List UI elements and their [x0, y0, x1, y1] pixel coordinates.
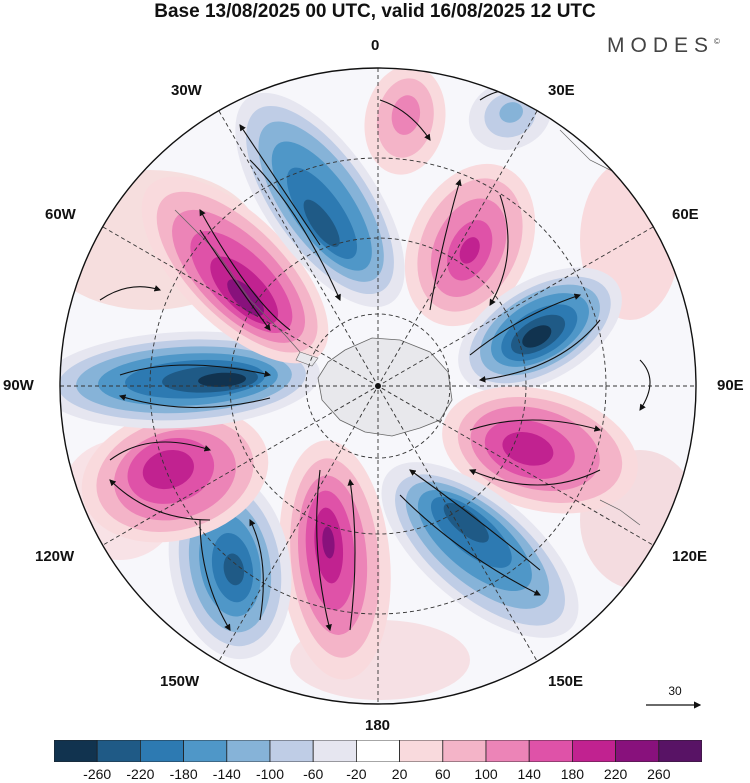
colorbar-tick-label: -220 [126, 766, 155, 782]
colorbar-swatch [183, 740, 228, 762]
lon-label-0: 0 [371, 37, 380, 54]
lon-label-60w: 60W [45, 206, 76, 223]
colorbar-swatch [226, 740, 271, 762]
colorbar-swatch [399, 740, 444, 762]
colorbar-tick-label: -260 [83, 766, 112, 782]
antarctica-landmass [317, 337, 453, 437]
colorbar-tick-label: 60 [435, 766, 451, 782]
colorbar-tick-label: -20 [346, 766, 367, 782]
colorbar-swatch [442, 740, 487, 762]
colorbar-swatch [312, 740, 357, 762]
colorbar-tick-label: -140 [212, 766, 241, 782]
polar-map [59, 67, 702, 709]
map-boundary [59, 67, 697, 705]
lon-label-30w: 30W [171, 82, 202, 99]
colorbar-tick-label: -180 [169, 766, 198, 782]
colorbar-swatch [658, 740, 702, 762]
lon-label-90e: 90E [717, 377, 744, 394]
colorbar-swatch [54, 740, 98, 762]
lon-label-120e: 120E [672, 548, 708, 565]
colorbar-tick-label: 140 [517, 766, 541, 782]
wind-vectors [99, 89, 651, 632]
colorbar-swatch [140, 740, 185, 762]
colorbar-tick-label: 180 [560, 766, 585, 782]
colorbar-tick-label: 220 [603, 766, 628, 782]
brand-name: MODES [607, 34, 715, 57]
lon-label-180: 180 [365, 717, 391, 734]
colorbar-swatch [96, 740, 141, 762]
colorbar-swatch [615, 740, 660, 762]
brand-mark: © [714, 37, 720, 46]
lon-label-90w: 90W [3, 377, 34, 394]
colorbar-swatch [485, 740, 530, 762]
colorbar [54, 740, 702, 762]
colorbar-swatch [572, 740, 617, 762]
colorbar-tick-label: 20 [391, 766, 408, 782]
colorbar-swatch [528, 740, 573, 762]
colorbar-swatch [355, 740, 400, 762]
lon-label-150e: 150E [548, 673, 584, 690]
colorbar-tick-label: -100 [255, 766, 285, 782]
page-title: Base 13/08/2025 00 UTC, valid 16/08/2025… [154, 1, 596, 22]
lon-label-60e: 60E [672, 206, 699, 223]
colorbar-tick-label: 100 [474, 766, 498, 782]
colorbar-tick-label: 260 [647, 766, 671, 782]
colorbar-swatch [269, 740, 314, 762]
lon-label-120w: 120W [35, 548, 75, 565]
south-pole-marker [375, 383, 381, 389]
colorbar-tick-label: -60 [303, 766, 324, 782]
brand-logo: MODES© [607, 34, 720, 58]
lon-label-30e: 30E [548, 82, 575, 99]
lon-label-150w: 150W [160, 673, 200, 690]
wind-reference-label: 30 [668, 684, 682, 698]
